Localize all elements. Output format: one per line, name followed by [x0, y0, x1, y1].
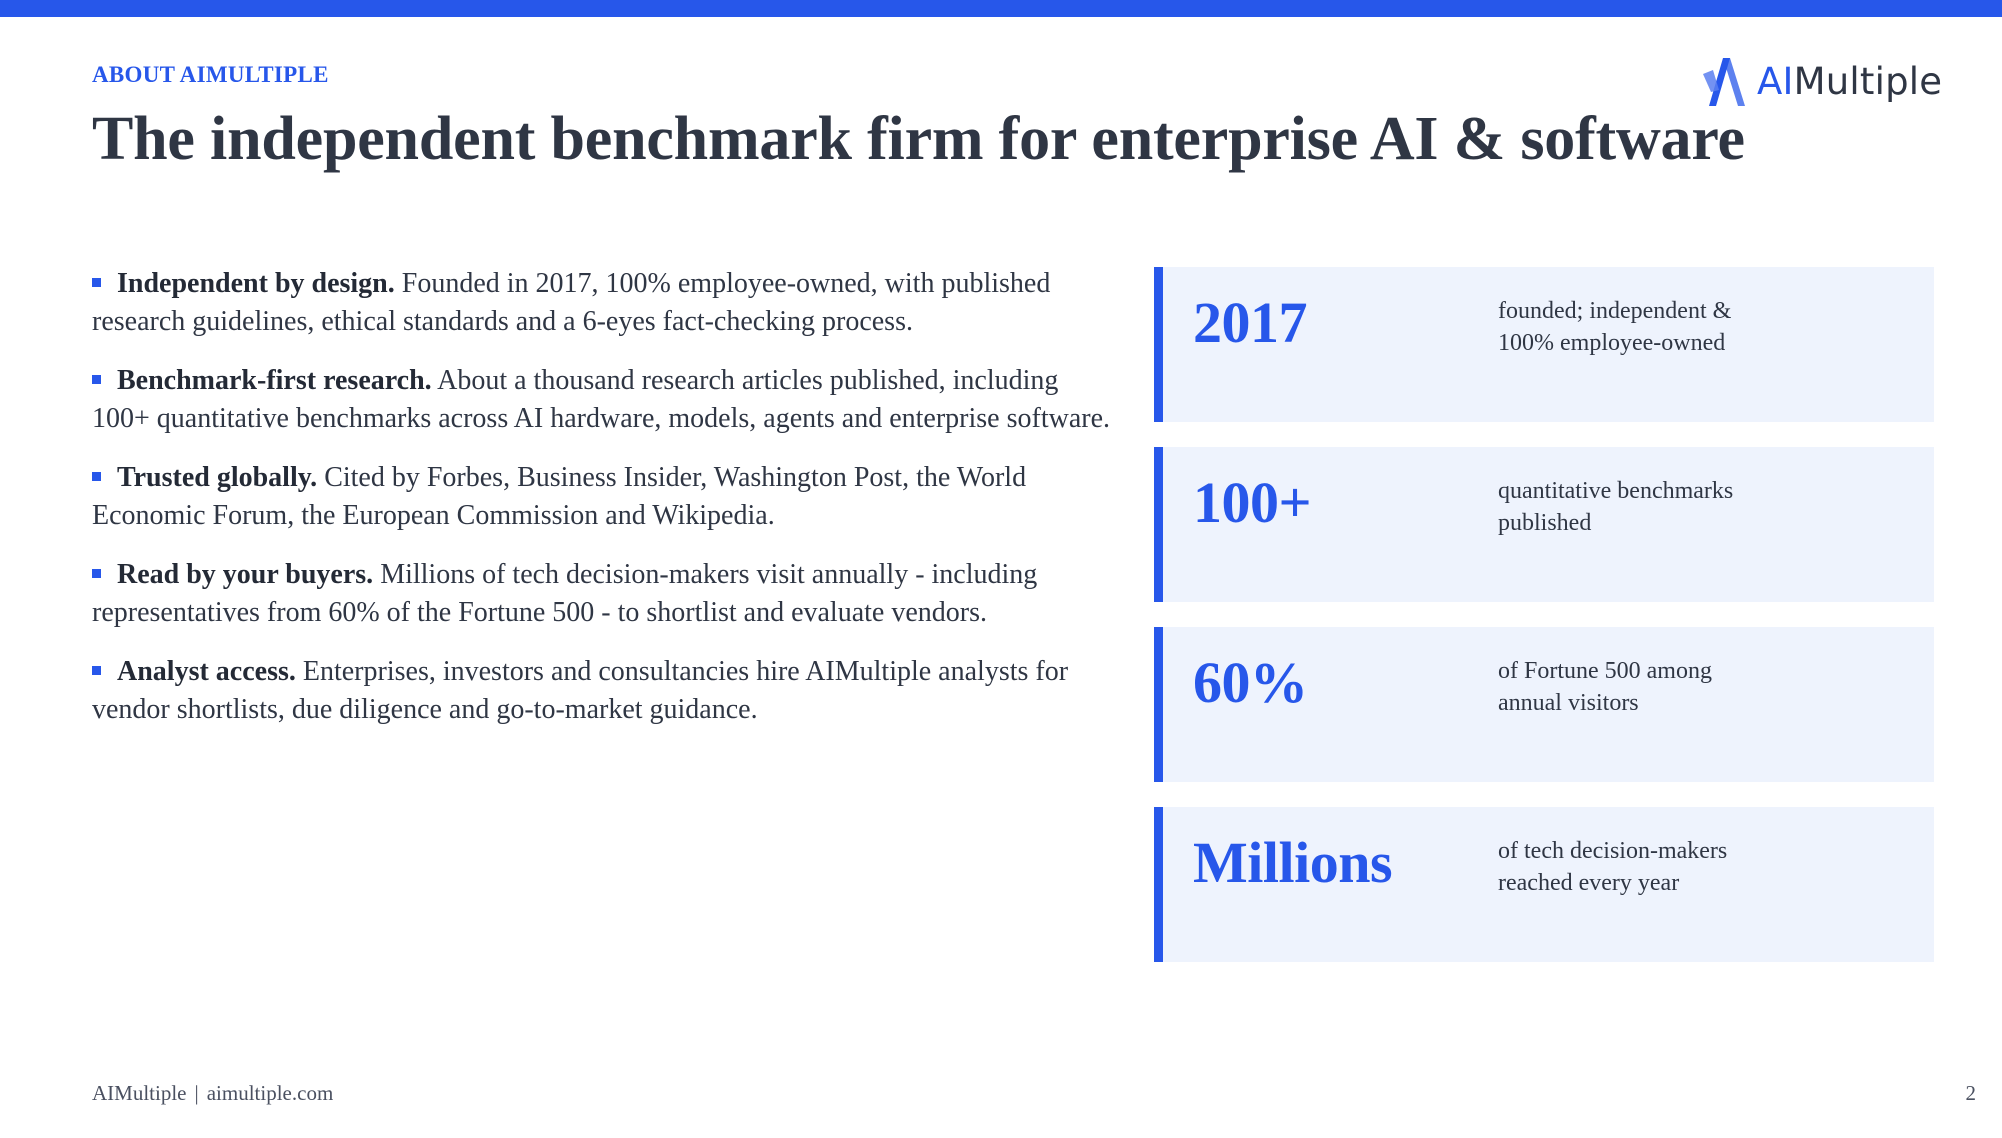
bullet-independent: Independent by design. Founded in 2017, …	[92, 265, 1122, 341]
bullet-square-icon	[92, 472, 101, 481]
stat-card-reach: Millions of tech decision-makers reached …	[1154, 807, 1934, 962]
section-eyebrow: ABOUT AIMULTIPLE	[92, 62, 329, 87]
bullet-trusted-globally: Trusted globally. Cited by Forbes, Busin…	[92, 459, 1122, 535]
footer: AIMultiple | aimultiple.com	[92, 1081, 333, 1106]
stat-value: Millions	[1193, 830, 1393, 895]
aimultiple-logo: AIMultiple	[1703, 54, 1942, 108]
stat-desc-line: 100% employee-owned	[1498, 330, 1726, 356]
stat-desc-line: of tech decision-makers	[1498, 838, 1728, 864]
bullet-square-icon	[92, 666, 101, 675]
bullet-lead: Independent by design.	[117, 268, 395, 299]
footer-brand: AIMultiple	[92, 1081, 187, 1105]
bullet-text: About a thousand research articles publi…	[92, 365, 1111, 434]
stat-card-benchmarks: 100+ quantitative benchmarks published	[1154, 447, 1934, 602]
logo-wordmark-ai: AI	[1757, 59, 1794, 103]
stat-description: quantitative benchmarks published	[1498, 475, 1798, 539]
page-title: The independent benchmark firm for enter…	[92, 105, 1745, 173]
stat-desc-line: published	[1498, 510, 1592, 536]
stat-desc-line: annual visitors	[1498, 690, 1639, 716]
stat-desc-line: reached every year	[1498, 870, 1680, 896]
bullet-benchmark-first: Benchmark-first research. About a thousa…	[92, 362, 1122, 438]
stat-description: founded; independent & 100% employee-owne…	[1498, 295, 1798, 359]
stat-value: 60%	[1193, 650, 1308, 715]
stat-desc-line: of Fortune 500 among	[1498, 658, 1712, 684]
stat-description: of tech decision-makers reached every yea…	[1498, 835, 1798, 899]
bullet-text: Enterprises, investors and consultancies…	[92, 656, 1069, 725]
top-accent-bar	[0, 0, 2002, 17]
stat-card-fortune-500: 60% of Fortune 500 among annual visitors	[1154, 627, 1934, 782]
stat-desc-line: founded; independent &	[1498, 298, 1732, 324]
stat-desc-line: quantitative benchmarks	[1498, 478, 1734, 504]
bullet-square-icon	[92, 569, 101, 578]
page-number: 2	[1965, 1081, 1977, 1105]
bullet-lead: Analyst access.	[117, 656, 296, 687]
logo-wordmark: AIMultiple	[1757, 60, 1942, 103]
footer-separator: |	[194, 1081, 199, 1105]
bullet-lead: Read by your buyers.	[117, 559, 374, 590]
bullet-text: Founded in 2017, 100% employee-owned, wi…	[92, 268, 1051, 337]
bullet-lead: Trusted globally.	[117, 462, 318, 493]
feature-bullet-list: Independent by design. Founded in 2017, …	[92, 265, 1122, 750]
logo-wordmark-rest: Multiple	[1793, 59, 1943, 103]
aimultiple-logo-icon	[1703, 58, 1745, 106]
stat-description: of Fortune 500 among annual visitors	[1498, 655, 1798, 719]
bullet-analyst-access: Analyst access. Enterprises, investors a…	[92, 653, 1122, 729]
bullet-square-icon	[92, 375, 101, 384]
bullet-square-icon	[92, 278, 101, 287]
stats-panel: 2017 founded; independent & 100% employee…	[1154, 267, 1934, 987]
bullet-text: Cited by Forbes, Business Insider, Washi…	[92, 462, 1027, 531]
bullet-text: Millions of tech decision-makers visit a…	[92, 559, 1038, 628]
footer-site-link[interactable]: aimultiple.com	[206, 1081, 334, 1105]
stat-value: 2017	[1193, 290, 1308, 355]
bullet-read-by-buyers: Read by your buyers. Millions of tech de…	[92, 556, 1122, 632]
stat-value: 100+	[1193, 470, 1312, 535]
bullet-lead: Benchmark-first research.	[117, 365, 432, 396]
stat-card-founded: 2017 founded; independent & 100% employee…	[1154, 267, 1934, 422]
